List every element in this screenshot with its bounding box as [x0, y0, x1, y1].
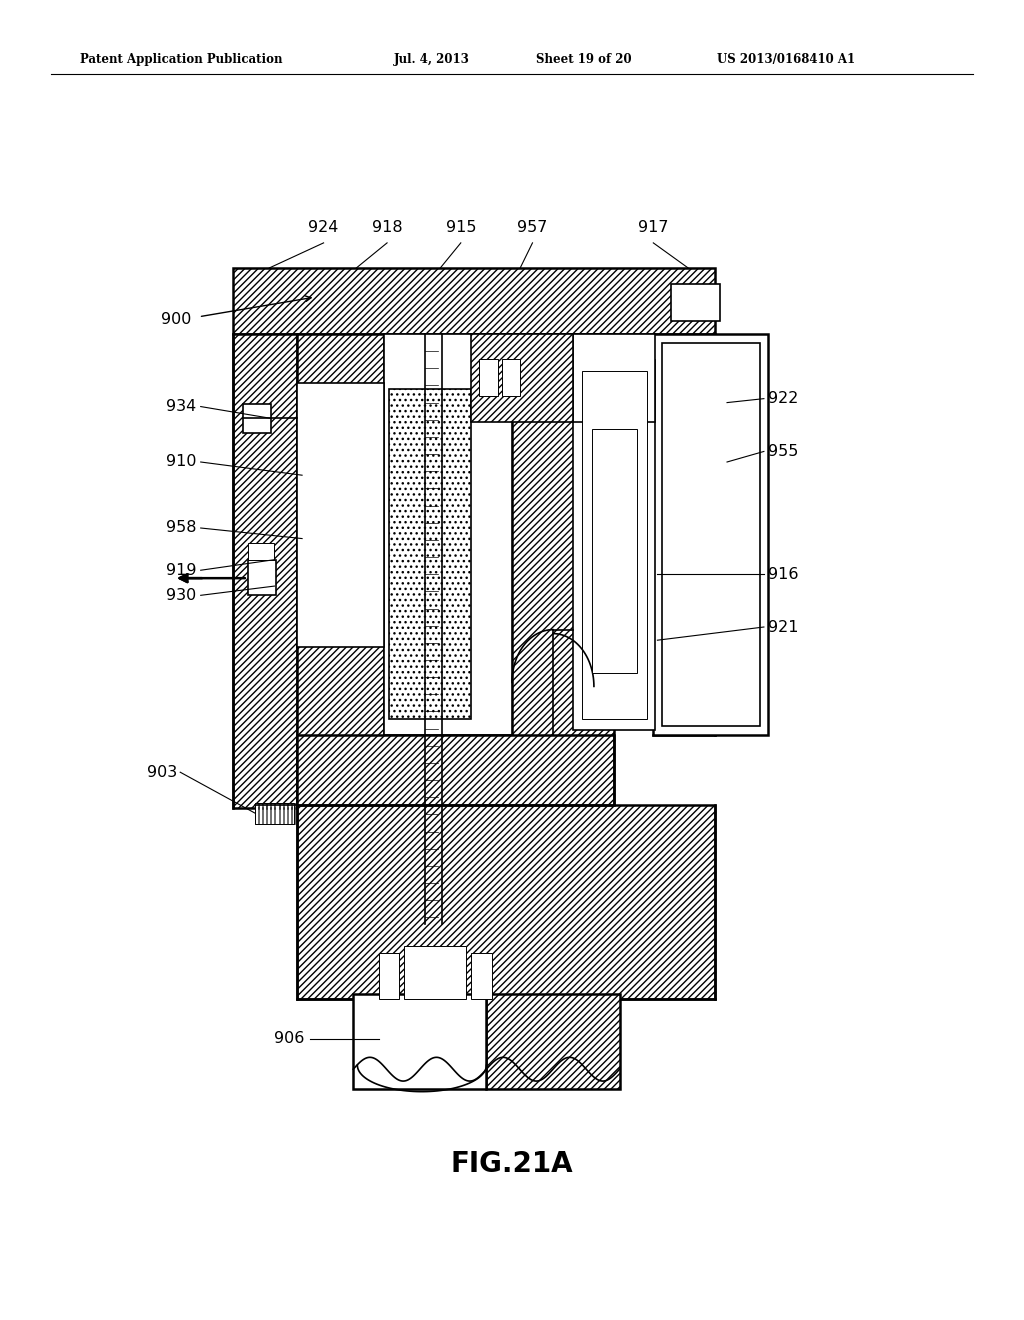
Bar — [297, 805, 715, 999]
Text: 903: 903 — [146, 764, 177, 780]
Text: 900: 900 — [161, 312, 191, 327]
Bar — [573, 360, 655, 730]
Bar — [243, 404, 271, 433]
Bar — [267, 803, 270, 824]
Text: Jul. 4, 2013: Jul. 4, 2013 — [394, 53, 470, 66]
Bar — [233, 268, 715, 334]
Text: 910: 910 — [166, 454, 197, 470]
Bar — [280, 803, 283, 824]
Bar — [255, 803, 294, 824]
Bar — [271, 803, 274, 824]
Text: US 2013/0168410 A1: US 2013/0168410 A1 — [717, 53, 855, 66]
Text: 916: 916 — [768, 566, 799, 582]
Bar — [486, 994, 620, 1089]
Text: 922: 922 — [768, 391, 799, 407]
Bar — [471, 334, 573, 422]
Bar — [671, 284, 720, 321]
Bar — [297, 383, 384, 647]
Bar — [259, 803, 262, 824]
Bar — [379, 953, 399, 999]
Bar — [471, 953, 492, 999]
Text: 930: 930 — [166, 587, 197, 603]
Bar — [653, 334, 768, 735]
Text: 934: 934 — [166, 399, 197, 414]
Bar — [582, 371, 647, 719]
Bar — [275, 803, 279, 824]
Bar — [288, 803, 291, 824]
Text: Sheet 19 of 20: Sheet 19 of 20 — [536, 53, 631, 66]
Bar — [662, 343, 760, 726]
Text: 919: 919 — [166, 562, 197, 578]
Text: 924: 924 — [308, 220, 339, 235]
Bar — [284, 803, 287, 824]
Bar — [248, 560, 276, 595]
Text: 957: 957 — [517, 220, 548, 235]
Bar — [592, 429, 637, 673]
Text: Patent Application Publication: Patent Application Publication — [80, 53, 283, 66]
Bar — [512, 334, 614, 808]
Bar — [297, 334, 384, 808]
Bar — [292, 803, 295, 824]
Bar — [353, 994, 486, 1089]
Bar — [263, 803, 266, 824]
Text: 917: 917 — [638, 220, 669, 235]
Bar — [389, 389, 471, 719]
Bar — [573, 334, 655, 422]
Bar — [502, 359, 520, 396]
Text: 958: 958 — [166, 520, 197, 536]
Text: 921: 921 — [768, 619, 799, 635]
Bar — [255, 803, 258, 824]
Bar — [404, 946, 466, 999]
Text: 915: 915 — [445, 220, 476, 235]
Bar — [297, 735, 614, 808]
Text: 955: 955 — [768, 444, 799, 459]
Bar — [384, 334, 512, 735]
Bar — [479, 359, 498, 396]
Text: FIG.21A: FIG.21A — [451, 1150, 573, 1179]
Text: 918: 918 — [372, 220, 402, 235]
Bar — [248, 543, 274, 560]
Text: 906: 906 — [273, 1031, 304, 1047]
Bar — [233, 334, 297, 808]
